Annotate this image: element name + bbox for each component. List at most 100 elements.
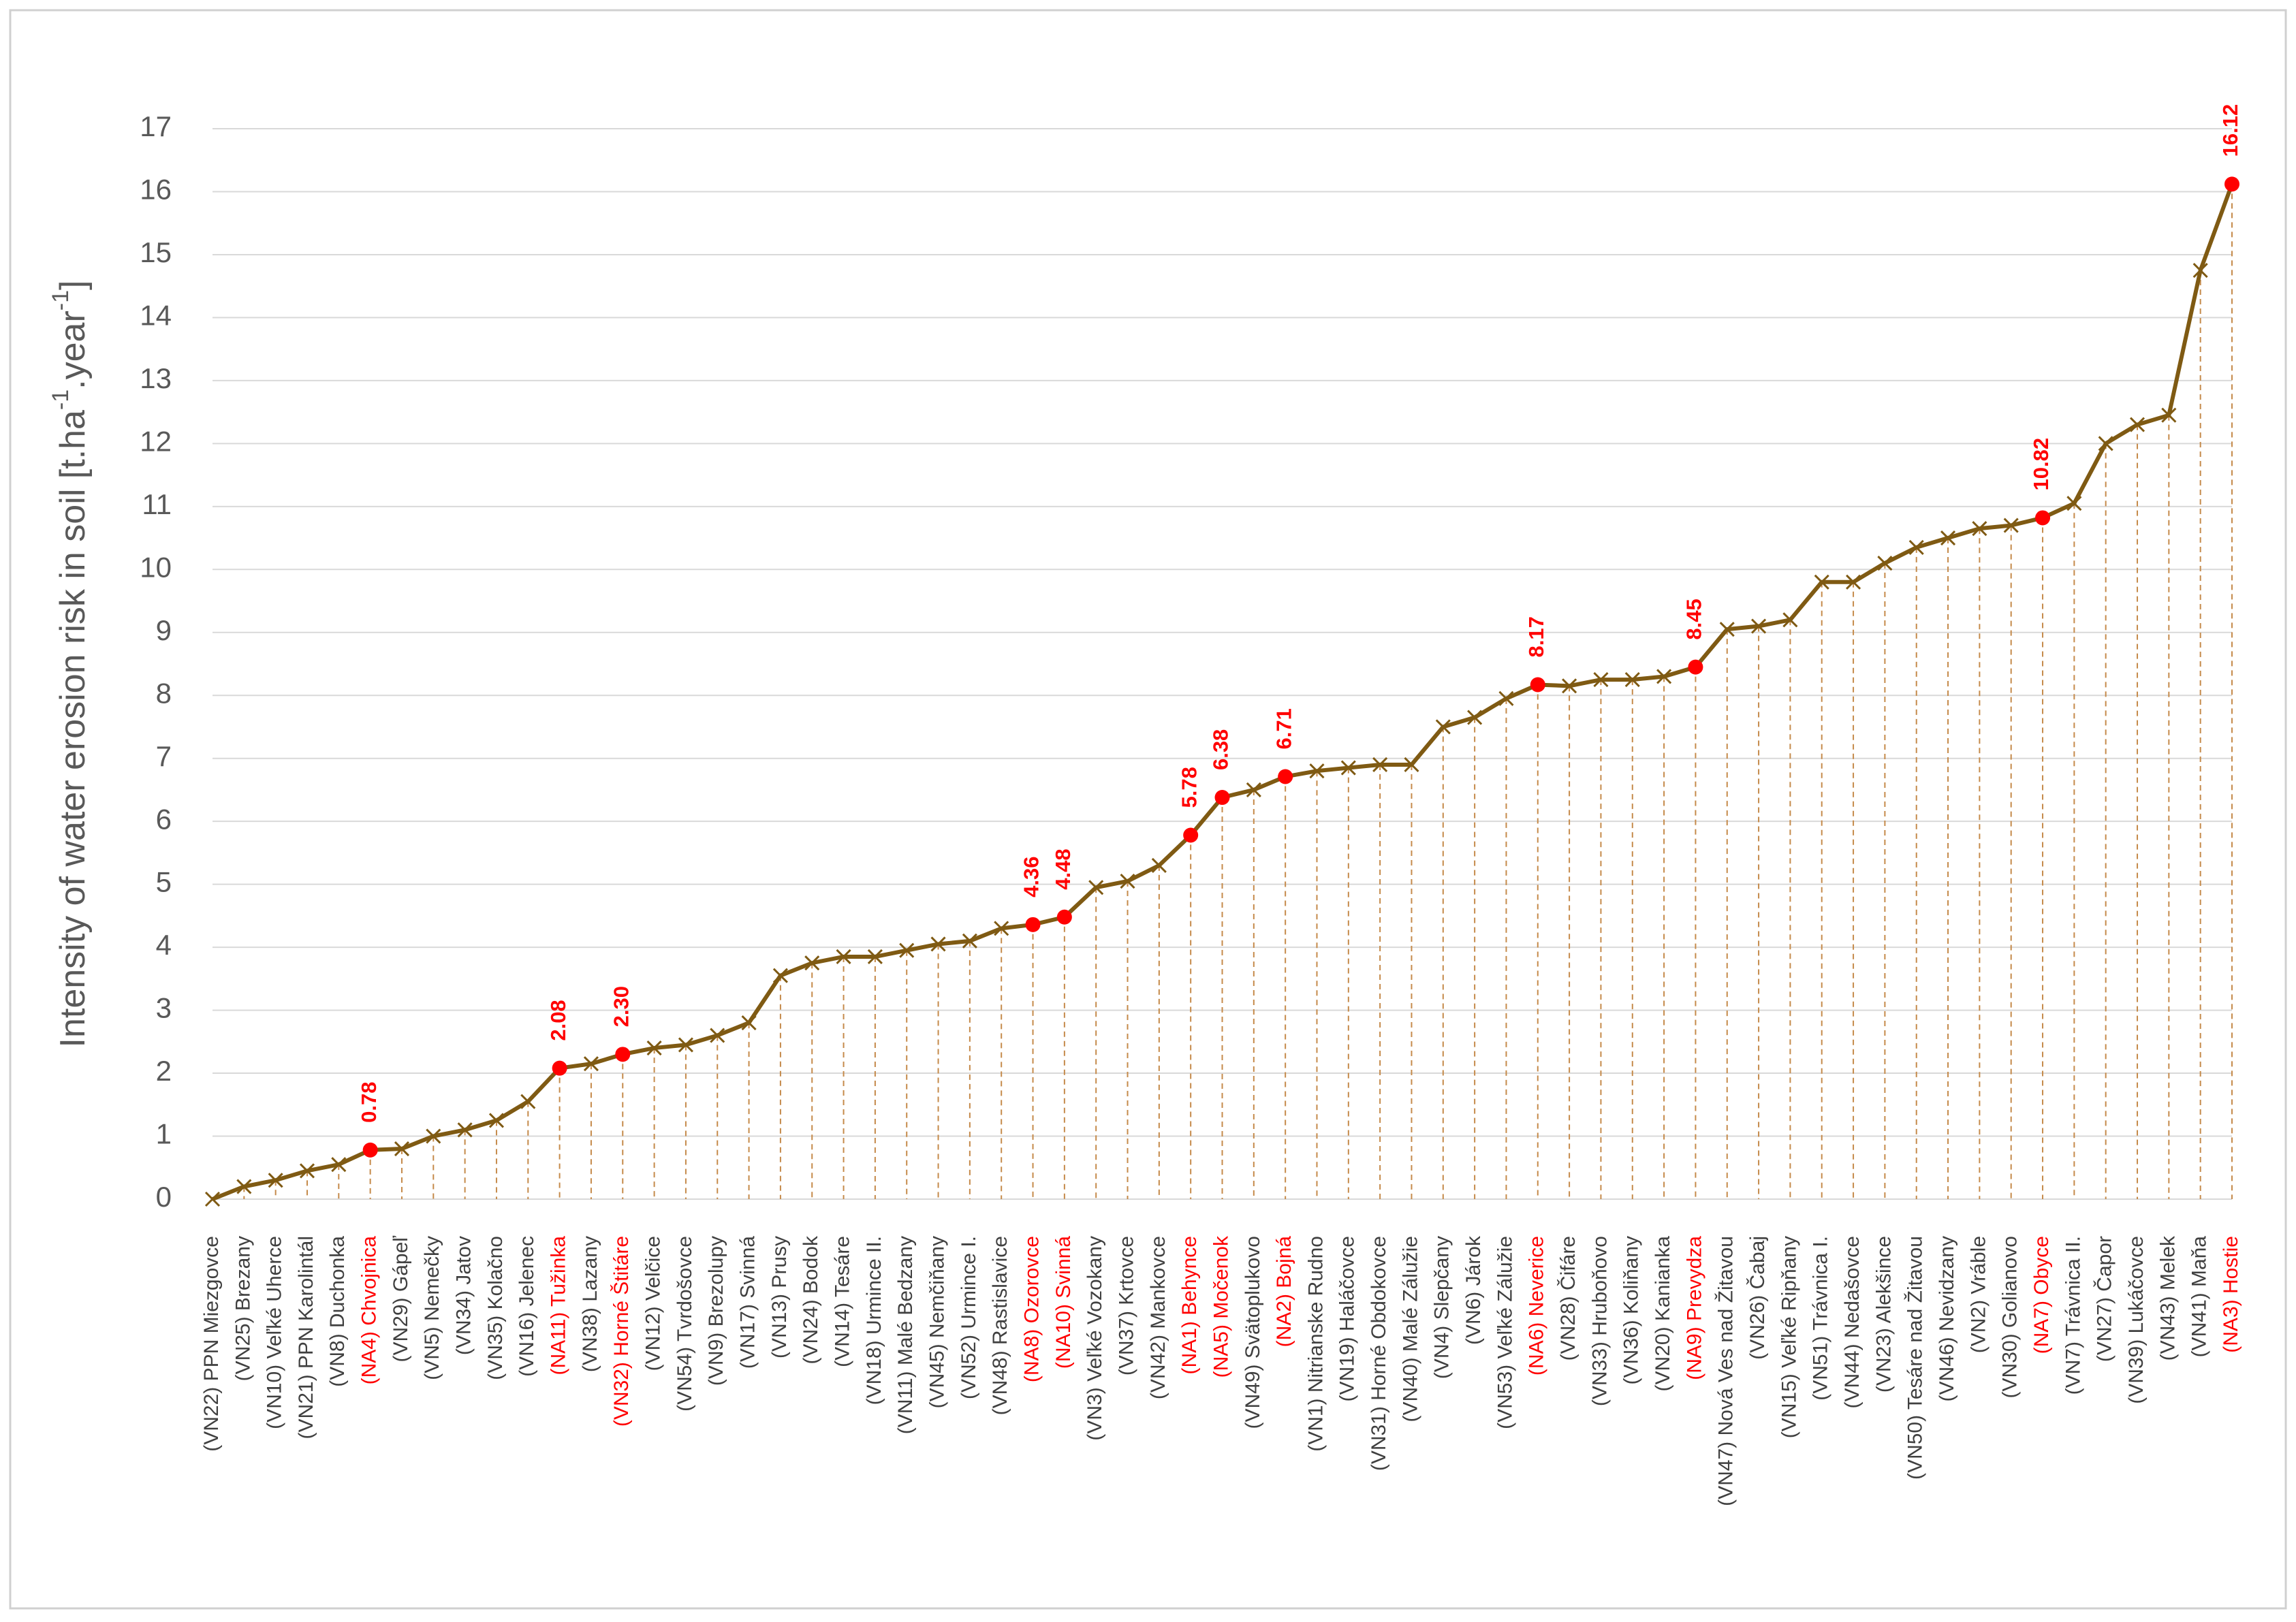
value-label: 8.17	[1524, 616, 1548, 657]
x-tick-label: (NA4) Chvojnica	[358, 1236, 381, 1385]
x-tick-label: (VN10) Veľké Uherce	[264, 1236, 286, 1429]
x-tick-label: (VN49) Svätoplukovo	[1242, 1236, 1264, 1429]
x-tick-label: (VN45) Nemčiňany	[926, 1236, 948, 1408]
y-tick-label: 1	[156, 1118, 172, 1150]
x-tick-label: (VN7) Trávnica II.	[2062, 1236, 2084, 1395]
cross-marker	[772, 968, 788, 983]
x-tick-label: (NA3) Hostie	[2220, 1236, 2242, 1353]
value-label: 4.36	[1020, 856, 1043, 897]
value-label: 10.82	[2029, 438, 2053, 491]
x-tick-label: (VN11) Malé Bedzany	[894, 1236, 917, 1434]
cross-marker	[1435, 719, 1451, 735]
x-tick-label: (VN18) Urmince II.	[863, 1236, 885, 1405]
cross-marker	[1908, 539, 1924, 555]
x-tick-label: (VN44) Nedašovce	[1841, 1236, 1863, 1408]
y-tick-label: 10	[140, 551, 172, 583]
x-tick-label: (VN4) Slepčany	[1431, 1236, 1453, 1379]
cross-marker	[678, 1037, 693, 1053]
y-tick-label: 8	[156, 677, 172, 709]
y-tick-label: 2	[156, 1055, 172, 1087]
cross-marker	[1246, 782, 1261, 798]
cross-marker	[1940, 530, 1956, 546]
x-tick-label: (VN25) Brezany	[232, 1236, 254, 1381]
chart-border	[9, 9, 2287, 1610]
cross-marker	[1656, 669, 1672, 684]
cross-marker	[1372, 757, 1388, 773]
value-label: 5.78	[1177, 767, 1201, 808]
y-tick-label: 9	[156, 614, 172, 646]
x-tick-label: (VN38) Lazany	[579, 1236, 601, 1372]
x-tick-label: (VN5) Nemečky	[421, 1236, 443, 1380]
y-tick-label: 11	[142, 488, 172, 520]
x-tick-label: (NA2) Bojná	[1273, 1236, 1295, 1348]
y-tick-label: 5	[156, 866, 172, 898]
x-tick-label: (VN41) Maňa	[2188, 1236, 2211, 1358]
cross-marker	[710, 1028, 725, 1043]
y-tick-label: 3	[156, 992, 172, 1024]
x-tick-label: (VN21) PPN Karolintál	[295, 1236, 317, 1439]
y-tick-label: 15	[140, 236, 172, 268]
value-label: 2.30	[609, 986, 633, 1027]
cross-marker	[1562, 678, 1577, 694]
cross-marker	[394, 1141, 410, 1157]
y-tick-label: 4	[156, 929, 172, 961]
cross-marker	[2098, 436, 2113, 451]
cross-marker	[2192, 262, 2208, 279]
cross-marker	[1088, 880, 1104, 895]
x-tick-label: (VN17) Svinná	[737, 1236, 759, 1369]
cross-marker	[1340, 760, 1356, 776]
x-tick-label: (VN33) Hruboňovo	[1588, 1236, 1611, 1406]
x-tick-label: (VN48) Rastislavice	[989, 1236, 1011, 1415]
value-label: 0.78	[357, 1082, 381, 1123]
cross-marker	[1782, 612, 1798, 628]
cross-marker	[962, 933, 977, 949]
x-tick-label: (VN52) Urmince I.	[958, 1236, 980, 1399]
y-tick-label: 0	[156, 1181, 172, 1213]
x-tick-label: (VN27) Čapor	[2093, 1236, 2116, 1362]
cross-marker	[836, 949, 851, 965]
x-tick-label: (NA5) Močenok	[1210, 1235, 1232, 1378]
x-tick-label: (VN20) Kanianka	[1652, 1236, 1674, 1392]
x-tick-label: (VN9) Brezolupy	[705, 1236, 727, 1386]
cross-marker	[2129, 417, 2145, 432]
x-tick-label: (NA9) Prevydza	[1683, 1236, 1705, 1380]
y-tick-label: 16	[140, 174, 172, 206]
highlight-marker	[362, 1142, 378, 1158]
cross-marker	[2003, 518, 2019, 533]
y-tick-label: 6	[156, 803, 172, 835]
cross-marker	[741, 1015, 757, 1031]
highlight-marker	[1056, 909, 1072, 925]
cross-marker	[994, 921, 1009, 936]
y-tick-label: 12	[140, 425, 172, 457]
cross-marker	[204, 1191, 221, 1207]
x-tick-label: (VN35) Kolačno	[484, 1236, 507, 1380]
x-tick-label: (NA7) Obyce	[2030, 1236, 2053, 1354]
highlight-marker	[2035, 510, 2051, 526]
y-axis-title-part: -1	[48, 389, 74, 410]
cross-marker	[1877, 555, 1893, 571]
value-label: 8.45	[1682, 599, 1706, 639]
y-tick-label: 14	[140, 300, 172, 332]
cross-marker	[2161, 407, 2177, 423]
x-tick-label: (VN28) Čifáre	[1556, 1236, 1579, 1361]
x-tick-label: (NA8) Ozorovce	[1020, 1236, 1043, 1382]
cross-marker	[426, 1128, 441, 1144]
highlight-marker	[1183, 827, 1199, 843]
cross-marker	[1814, 574, 1829, 590]
highlight-marker	[1688, 659, 1703, 675]
x-tick-label: (VN31) Horné Obdokovce	[1368, 1236, 1390, 1471]
cross-marker	[1151, 857, 1167, 873]
cross-marker	[1593, 672, 1609, 688]
x-tick-label: (VN47) Nová Ves nad Žitavou	[1715, 1236, 1737, 1506]
cross-marker	[299, 1163, 315, 1179]
y-axis-title-part: ]	[53, 281, 93, 290]
x-tick-label: (VN2) Vráble	[1967, 1236, 1990, 1353]
cross-marker	[236, 1179, 252, 1194]
highlight-marker	[615, 1047, 631, 1062]
cross-marker	[488, 1113, 505, 1128]
highlight-marker	[1530, 677, 1545, 693]
y-tick-label: 17	[140, 110, 172, 142]
highlight-marker	[2224, 176, 2239, 192]
x-tick-label: (NA6) Neverice	[1526, 1236, 1548, 1375]
